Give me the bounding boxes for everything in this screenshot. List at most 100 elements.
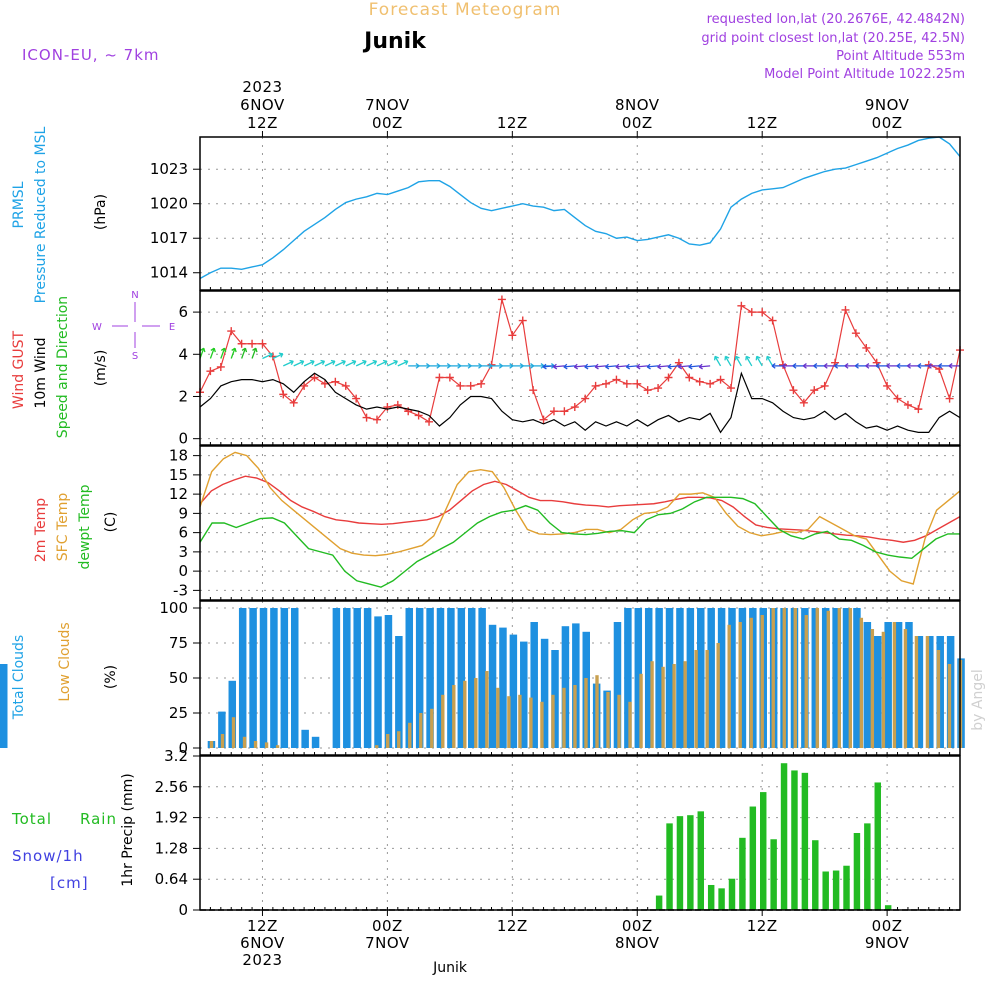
wind-gust-label: Wind GUST bbox=[11, 330, 27, 409]
wind-arrow-head bbox=[938, 363, 943, 369]
low-cloud-bar bbox=[264, 742, 269, 748]
wind-gust-point bbox=[862, 343, 871, 352]
wind-10m-line bbox=[199, 371, 961, 434]
rain-bar bbox=[676, 816, 684, 910]
wind-arrow-head bbox=[615, 363, 620, 370]
top-time-label: 9NOV bbox=[865, 96, 910, 114]
wind-arrow-shaft bbox=[756, 356, 763, 367]
low-cloud-bar bbox=[573, 685, 577, 748]
wind-arrow-head bbox=[584, 363, 589, 370]
wind-direction-arrow bbox=[387, 359, 398, 367]
panel-4: 0 0.64 1.28 1.92 2.56 3.2 bbox=[155, 747, 961, 919]
wind-direction-arrow bbox=[667, 363, 679, 370]
wind-arrow-head bbox=[698, 363, 703, 370]
wind-arrow-shaft bbox=[678, 365, 690, 368]
wind-gust-point bbox=[602, 379, 611, 388]
chart-title: Forecast Meteogram bbox=[369, 0, 562, 20]
total-cloud-bar bbox=[436, 608, 445, 748]
total-cloud-bar bbox=[707, 608, 715, 748]
wind-arrow-shaft bbox=[735, 356, 742, 367]
wind-10m-label: 10m Wind bbox=[33, 337, 49, 408]
wind-gust-point bbox=[664, 373, 673, 382]
low-cloud-bar bbox=[419, 713, 423, 748]
low-cloud-bar bbox=[683, 661, 687, 748]
wind-gust-point bbox=[549, 407, 558, 416]
total-cloud-bar bbox=[509, 634, 518, 748]
wind-arrow-head bbox=[896, 363, 901, 369]
wind-arrow-head bbox=[734, 355, 740, 361]
wind-arrow-head bbox=[782, 363, 787, 369]
wind-gust-point bbox=[758, 308, 767, 317]
wind-direction-arrow bbox=[262, 352, 274, 360]
wind-arrow-shaft bbox=[303, 360, 315, 367]
bottom-time-label: 2023 bbox=[242, 951, 282, 969]
y-tick-label: 1023 bbox=[150, 160, 188, 178]
wind-gust-point bbox=[633, 379, 642, 388]
wind-arrow-shaft bbox=[387, 360, 398, 367]
wind-direction-arrow bbox=[552, 363, 565, 370]
wind-gust-point bbox=[737, 301, 746, 310]
panel-3: 0 25 50 75 100 bbox=[0, 599, 965, 757]
wind-gust-point bbox=[341, 381, 350, 390]
total-cloud-bar bbox=[540, 638, 549, 748]
wind-arrow-shaft bbox=[230, 347, 236, 359]
wind-direction-label: Speed and Direction bbox=[55, 296, 71, 438]
wind-arrow-shaft bbox=[553, 365, 565, 368]
total-cloud-bar bbox=[228, 680, 237, 748]
low-cloud-bar bbox=[903, 629, 908, 748]
bottom-time-label: 12Z bbox=[747, 917, 778, 935]
wind-direction-arrow bbox=[636, 363, 648, 370]
wind-direction-arrow bbox=[657, 363, 669, 370]
low-cloud-bar bbox=[716, 643, 720, 748]
low-cloud-bar bbox=[496, 687, 500, 748]
wind-direction-arrow bbox=[209, 347, 216, 359]
bottom-time-label: 00Z bbox=[622, 917, 653, 935]
wind-direction-arrow bbox=[875, 363, 888, 369]
total-cloud-bar bbox=[644, 608, 653, 748]
wind-direction-arrow bbox=[938, 363, 950, 369]
y-tick-label: 2 bbox=[178, 387, 188, 405]
wind-gust-point bbox=[706, 379, 715, 388]
temp-panel-labels: 2m Temp SFC Temp dewpt Temp (C) bbox=[33, 484, 119, 569]
y-tick-label: 25 bbox=[169, 704, 188, 722]
wind-arrow-head bbox=[766, 355, 772, 361]
wind-arrow-shaft bbox=[724, 356, 732, 367]
bottom-time-label: 00Z bbox=[372, 917, 403, 935]
low-cloud-bar bbox=[639, 673, 643, 748]
total-cloud-bar bbox=[842, 608, 851, 748]
low-cloud-bar bbox=[947, 664, 952, 748]
total-cloud-bar bbox=[863, 622, 872, 748]
low-cloud-bar bbox=[782, 608, 786, 748]
low-cloud-bar bbox=[507, 696, 511, 748]
wind-arrow-head bbox=[917, 363, 922, 369]
top-time-label: 6NOV bbox=[240, 96, 285, 114]
wind-gust-point bbox=[581, 394, 590, 403]
rain-bar bbox=[801, 772, 809, 910]
total-cloud-bar bbox=[343, 608, 351, 748]
wind-arrow-head bbox=[372, 359, 378, 366]
wind-arrow-head bbox=[906, 363, 911, 369]
wind-gust-point bbox=[206, 367, 215, 376]
wind-gust-point bbox=[747, 308, 756, 317]
y-tick-label: 12 bbox=[169, 485, 188, 503]
wind-direction-arrow bbox=[605, 363, 617, 370]
total-cloud-bar bbox=[218, 711, 226, 748]
wind-arrow-head bbox=[220, 347, 227, 353]
total-cloud-bar bbox=[311, 736, 320, 748]
rain-bar bbox=[770, 839, 777, 910]
wind-gust-point bbox=[799, 398, 808, 407]
low-cloud-bar bbox=[760, 615, 764, 748]
wind-gust-point bbox=[289, 398, 298, 407]
low-cloud-bar bbox=[793, 608, 797, 748]
total-cloud-bar bbox=[363, 608, 372, 748]
total-cloud-bar bbox=[249, 608, 257, 748]
wind-arrow-head bbox=[886, 363, 891, 369]
wind-arrow-shaft bbox=[283, 360, 294, 367]
total-cloud-bar bbox=[738, 608, 747, 748]
y-tick-label: 50 bbox=[169, 669, 188, 687]
wind-arrow-shaft bbox=[335, 360, 346, 367]
compass-south: S bbox=[132, 351, 138, 362]
wind-direction-arrow bbox=[745, 355, 753, 367]
wind-direction-arrow bbox=[594, 363, 607, 370]
